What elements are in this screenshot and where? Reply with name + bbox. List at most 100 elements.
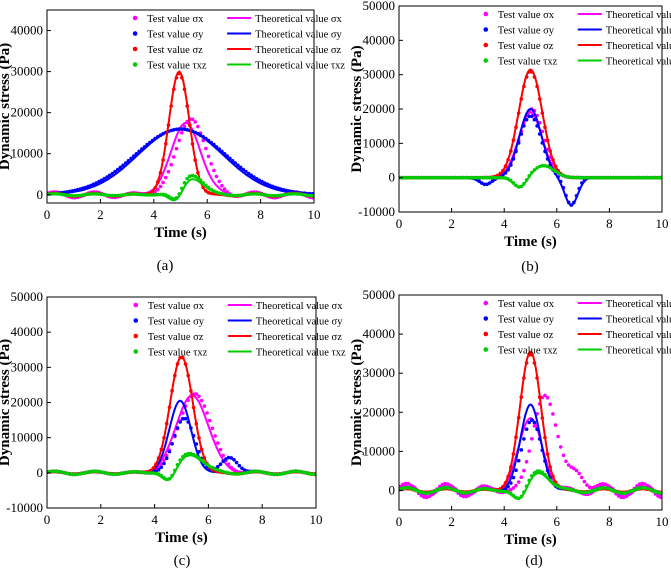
theory-line-τxz [47,178,314,202]
test-point-σy [218,462,223,467]
y-tick-label: 0 [37,465,44,480]
test-point-σx [202,404,207,408]
test-point-σx [164,175,168,180]
test-point-σy [173,433,177,438]
test-point-σx [196,124,200,129]
test-point-σx [199,398,204,403]
test-point-σy [527,420,531,425]
test-point-σx [577,471,581,476]
test-point-σy [175,426,180,430]
theory-line-τxz [47,454,316,482]
legend-theory-label: Theoretical value σx [255,14,342,25]
test-point-σx [206,154,211,159]
test-point-σx [543,393,547,398]
test-point-σx [214,174,219,179]
test-point-σx [217,179,221,184]
legend-theory-label: Theoretical value σx [256,301,343,312]
legend-theory-label: Theoretical value σx [606,299,671,310]
x-tick-label: 8 [259,512,266,527]
test-point-σx [514,483,518,488]
legend-test-label: Test value σx [148,301,205,312]
legend-test-marker [133,333,139,339]
x-tick-label: 10 [656,216,669,231]
test-point-σy [221,459,225,464]
test-point-σx [172,155,176,159]
test-point-σy [99,178,104,182]
legend-test-marker [483,331,489,337]
test-point-σy [522,437,526,441]
legend-test-label: Test value σx [498,299,555,310]
y-tick-label: 0 [389,170,396,185]
test-point-σx [580,475,584,480]
theory-line-σz [399,68,662,179]
test-point-σy [164,456,169,461]
test-point-σx [540,395,545,400]
test-point-σx [556,434,560,439]
y-tick-label: 40000 [11,324,44,339]
y-tick-label: -10000 [6,500,43,515]
test-point-σx [566,463,571,467]
plot-area [47,355,316,482]
y-tick-label: -10000 [358,204,395,219]
test-point-σx [216,441,220,445]
test-point-σx [205,411,209,415]
legend-test-marker [483,300,489,306]
y-tick-label: 20000 [11,395,44,410]
x-tick-label: 6 [205,512,212,527]
test-point-σy [532,420,537,425]
test-point-σy [156,468,161,472]
y-tick-label: 30000 [11,64,44,79]
test-point-σy [519,448,524,452]
x-tick-label: 8 [606,216,613,231]
test-point-σx [193,120,197,124]
test-point-σx [213,434,217,438]
x-tick-label: 4 [151,512,158,527]
test-point-σx [561,453,566,458]
theory-line-τxz [399,164,662,188]
legend-theory-label: Theoretical value σy [255,30,342,41]
legend-theory-label: Theoretical value σz [256,332,342,343]
test-point-σy [226,455,231,460]
theory-line-τxz [399,472,662,500]
legend-test-marker [483,42,489,48]
theory-line-σy [399,107,662,207]
test-point-σy [524,117,529,122]
test-point-σy [254,176,259,181]
x-tick-label: 2 [448,216,455,231]
test-point-σx [551,412,555,416]
test-point-σx [194,392,199,396]
test-point-σx [166,169,171,174]
legend-test-label: Test value σx [147,14,204,25]
legend-theory-label: Theoretical value σx [606,10,671,21]
test-point-τxz [190,173,195,178]
legend-theory-label: Theoretical value τxz [606,346,671,357]
test-point-σx [204,146,208,151]
legend-theory-label: Theoretical value σy [606,26,671,37]
x-tick-label: 6 [554,514,561,529]
x-tick-label: 10 [308,207,321,222]
test-point-σy [530,418,534,422]
legend-test-label: Test value τxz [148,348,208,359]
test-point-σy [113,169,117,174]
test-point-σx [161,180,165,185]
x-tick-label: 0 [396,216,403,231]
legend-test-label: Test value σz [147,45,203,56]
test-point-σx [582,479,587,484]
test-point-τxz [196,176,200,180]
legend-theory-label: Theoretical value σy [256,317,343,328]
chart-panel-4: 0 2 4 6 8 10 0 10000 20000 30000 40000 50000 Time (s… [349,287,671,569]
x-axis-label: Time (s) [154,225,207,241]
test-point-σx [169,162,173,167]
test-point-σx [511,486,516,490]
test-point-σx [212,168,216,173]
y-tick-label: 30000 [11,359,44,374]
y-axis-label: Dynamic stress (Pa) [0,339,13,466]
test-point-σy [170,442,174,446]
legend-test-label: Test value σz [498,330,554,341]
test-point-σx [519,475,524,480]
y-tick-label: 50000 [363,287,396,302]
x-tick-label: 2 [448,514,455,529]
legend-test-label: Test value τxz [498,346,558,357]
test-point-σx [516,480,521,484]
test-point-σx [207,418,212,423]
